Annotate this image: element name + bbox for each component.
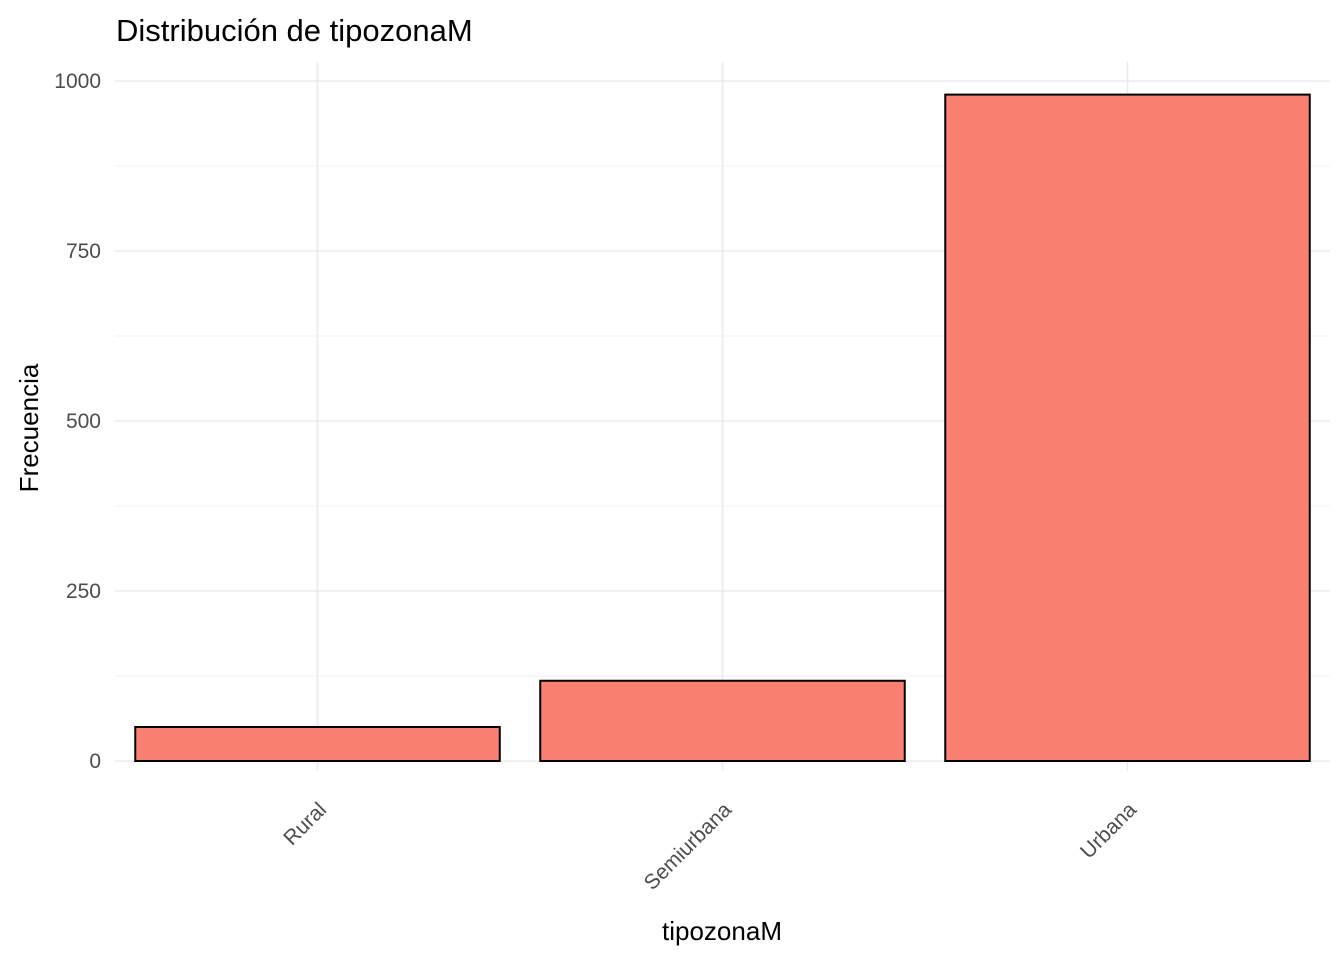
- x-tick-label: Rural: [279, 798, 331, 850]
- y-tick-label: 750: [66, 240, 101, 263]
- x-tick-label: Urbana: [1076, 798, 1141, 863]
- y-axis-title: Frecuencia: [14, 363, 44, 492]
- y-tick-label: 250: [66, 580, 101, 603]
- y-tick-label: 0: [89, 750, 101, 773]
- bars: [134, 93, 1311, 763]
- y-axis-ticks: 0 250 500 750 1000: [54, 70, 101, 773]
- y-tick-label: 1000: [54, 70, 101, 93]
- y-tick-label: 500: [66, 410, 101, 433]
- bar-rural: [134, 726, 501, 762]
- x-tick-label: Semiurbana: [640, 798, 737, 895]
- bar-urbana: [944, 93, 1311, 763]
- x-axis-title: tipozonaM: [662, 916, 782, 946]
- x-axis-ticks: Rural Semiurbana Urbana: [279, 798, 1141, 895]
- chart-title: Distribución de tipozonaM: [116, 13, 473, 48]
- bar-semiurbana: [539, 679, 906, 763]
